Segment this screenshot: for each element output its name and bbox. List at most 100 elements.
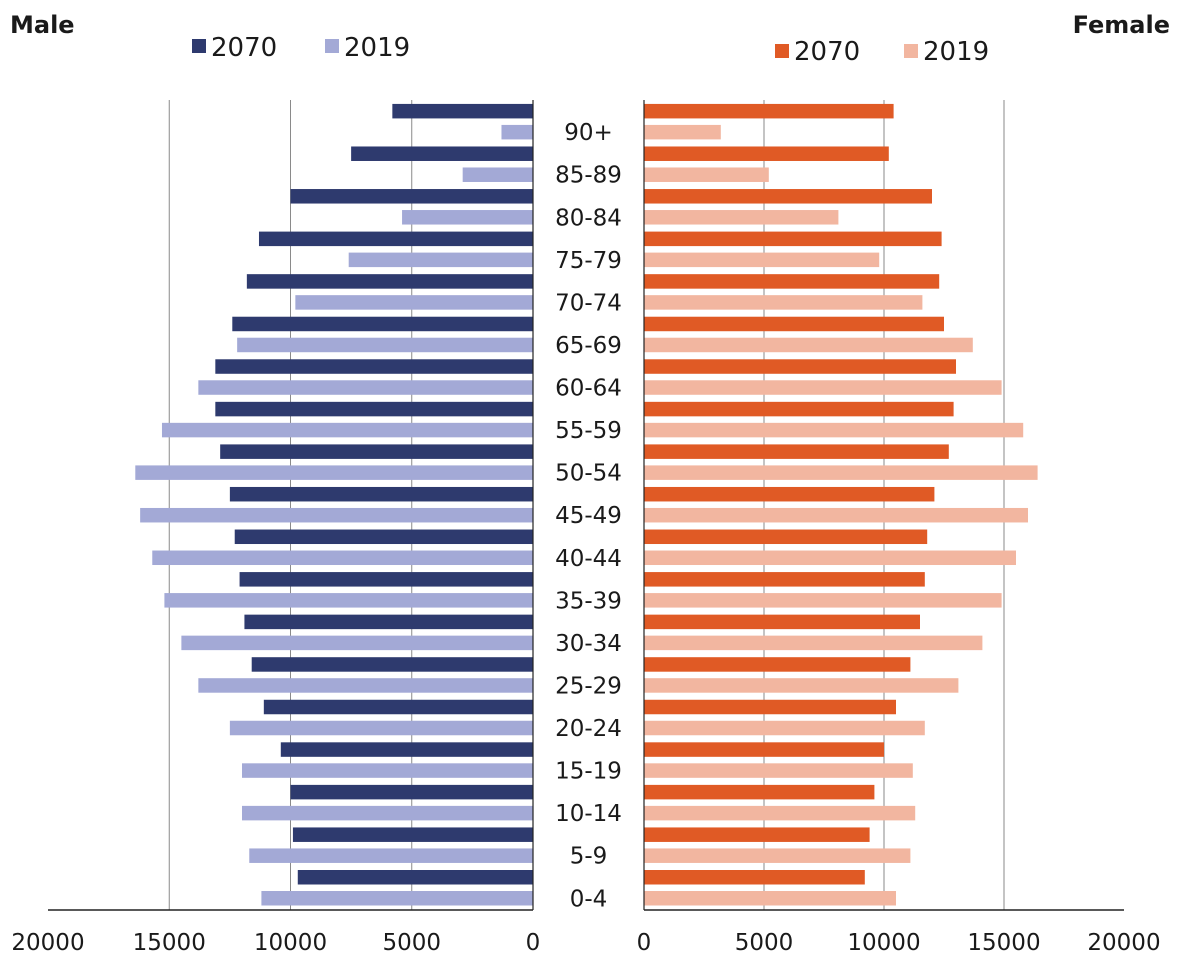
age-label-85-89: 85-89 bbox=[555, 163, 622, 189]
legend-label-female-2070: 2070 bbox=[794, 37, 860, 67]
bar-female-2070-45-49 bbox=[644, 486, 935, 502]
male-legend: 2070 2019 bbox=[192, 33, 410, 63]
bar-female-2019-90+ bbox=[644, 124, 721, 140]
bar-male-2070-50-54 bbox=[220, 444, 534, 459]
age-label-20-24: 20-24 bbox=[555, 716, 622, 742]
tick-label-female-5000: 5000 bbox=[735, 930, 794, 956]
tick-label-female-15000: 15000 bbox=[967, 930, 1040, 956]
age-label-55-59: 55-59 bbox=[555, 418, 622, 444]
bar-male-2019-75-79 bbox=[348, 252, 533, 268]
bar-male-2019-55-59 bbox=[161, 422, 533, 438]
bar-female-2070-30-34 bbox=[644, 614, 920, 630]
tick-label-male-5000: 5000 bbox=[382, 930, 441, 956]
legend-label-male-2070: 2070 bbox=[211, 33, 277, 63]
bars bbox=[135, 103, 1038, 906]
bar-male-2070-25-29 bbox=[251, 657, 533, 672]
tick-label-male-20000: 20000 bbox=[11, 930, 84, 956]
tick-label-male-0: 0 bbox=[526, 930, 541, 956]
bar-male-2019-10-14 bbox=[242, 805, 533, 821]
bar-female-2019-20-24 bbox=[644, 720, 925, 736]
bar-male-2070-75-79 bbox=[258, 231, 533, 247]
age-label-10-14: 10-14 bbox=[555, 801, 622, 827]
bar-female-2070-5-9 bbox=[644, 827, 870, 842]
bar-female-2070-60-64 bbox=[644, 359, 956, 374]
bar-male-2070-65-69 bbox=[232, 316, 534, 332]
bar-female-2070-85-89 bbox=[644, 146, 889, 161]
age-label-75-79: 75-79 bbox=[555, 248, 622, 274]
bar-male-2070-55-59 bbox=[215, 401, 533, 417]
bar-male-2070-20-24 bbox=[263, 699, 533, 715]
bar-female-2070-15-19 bbox=[644, 742, 884, 757]
bar-female-2019-0-4 bbox=[644, 891, 896, 906]
bar-female-2070-20-24 bbox=[644, 699, 896, 715]
bar-male-2019-30-34 bbox=[181, 635, 533, 651]
age-label-60-64: 60-64 bbox=[555, 376, 622, 402]
bar-male-2070-70-74 bbox=[246, 274, 533, 289]
bar-male-2019-5-9 bbox=[249, 848, 533, 863]
age-label-80-84: 80-84 bbox=[555, 205, 622, 231]
bar-male-2070-35-39 bbox=[239, 572, 533, 587]
legend-label-male-2019: 2019 bbox=[344, 33, 410, 63]
bar-female-2019-75-79 bbox=[644, 252, 880, 268]
bar-female-2070-25-29 bbox=[644, 657, 911, 672]
bar-female-2019-45-49 bbox=[644, 507, 1028, 523]
bar-male-2019-45-49 bbox=[140, 507, 533, 523]
bar-female-2070-70-74 bbox=[644, 274, 940, 289]
tick-label-male-15000: 15000 bbox=[133, 930, 206, 956]
legend-swatch-female-2070 bbox=[775, 44, 789, 58]
bar-male-2019-85-89 bbox=[462, 167, 533, 182]
tick-label-female-20000: 20000 bbox=[1087, 930, 1160, 956]
tick-labels: 20000 15000 10000 5000 0 0 5000 10000 15000 20000 bbox=[11, 930, 1160, 956]
bar-female-2070-65-69 bbox=[644, 316, 944, 332]
bar-female-2019-50-54 bbox=[644, 465, 1038, 480]
bar-female-2019-30-34 bbox=[644, 635, 983, 651]
legend-swatch-male-2070 bbox=[192, 39, 206, 53]
bar-female-2070-10-14 bbox=[644, 784, 875, 800]
bar-female-2019-85-89 bbox=[644, 167, 769, 182]
bar-male-2019-0-4 bbox=[261, 891, 533, 906]
bar-male-2019-25-29 bbox=[198, 678, 533, 693]
bar-male-2019-70-74 bbox=[295, 295, 533, 310]
legend-swatch-female-2019 bbox=[904, 44, 918, 58]
bar-male-2019-50-54 bbox=[135, 465, 534, 480]
bar-female-2019-80-84 bbox=[644, 210, 839, 225]
age-label-25-29: 25-29 bbox=[555, 673, 622, 699]
bar-male-2019-90+ bbox=[501, 124, 533, 140]
bar-female-2019-25-29 bbox=[644, 678, 959, 693]
age-label-90+: 90+ bbox=[564, 120, 613, 146]
female-title: Female bbox=[1073, 11, 1170, 39]
bar-male-2070-30-34 bbox=[244, 614, 534, 630]
bar-female-2019-55-59 bbox=[644, 422, 1024, 438]
axes bbox=[48, 100, 1124, 911]
bar-male-2019-40-44 bbox=[152, 550, 533, 566]
bar-male-2019-80-84 bbox=[402, 210, 533, 225]
female-legend: 2070 2019 bbox=[775, 37, 989, 67]
bar-female-2019-60-64 bbox=[644, 380, 1002, 395]
bar-male-2019-35-39 bbox=[164, 593, 533, 608]
bar-female-2019-35-39 bbox=[644, 593, 1002, 608]
bar-male-2070-60-64 bbox=[215, 359, 533, 374]
age-label-30-34: 30-34 bbox=[555, 631, 622, 657]
bar-female-2070-55-59 bbox=[644, 401, 954, 417]
bar-male-2019-20-24 bbox=[229, 720, 533, 736]
bar-female-2070-50-54 bbox=[644, 444, 949, 459]
bar-male-2019-15-19 bbox=[242, 763, 533, 778]
bar-male-2070-10-14 bbox=[290, 784, 533, 800]
bar-male-2070-40-44 bbox=[234, 529, 533, 545]
male-title: Male bbox=[10, 11, 75, 39]
bar-male-2070-90+ bbox=[392, 103, 533, 119]
bar-female-2070-40-44 bbox=[644, 529, 928, 545]
legend-label-female-2019: 2019 bbox=[923, 37, 989, 67]
bar-male-2070-15-19 bbox=[280, 742, 533, 757]
legend-swatch-male-2019 bbox=[325, 39, 339, 53]
age-label-70-74: 70-74 bbox=[555, 290, 622, 316]
age-label-40-44: 40-44 bbox=[555, 546, 622, 572]
bar-female-2070-90+ bbox=[644, 103, 894, 119]
bar-female-2019-65-69 bbox=[644, 337, 973, 353]
bar-female-2070-0-4 bbox=[644, 870, 865, 885]
bar-female-2070-80-84 bbox=[644, 189, 932, 204]
age-label-65-69: 65-69 bbox=[555, 333, 622, 359]
age-label-45-49: 45-49 bbox=[555, 503, 622, 529]
bar-male-2070-45-49 bbox=[229, 486, 533, 502]
